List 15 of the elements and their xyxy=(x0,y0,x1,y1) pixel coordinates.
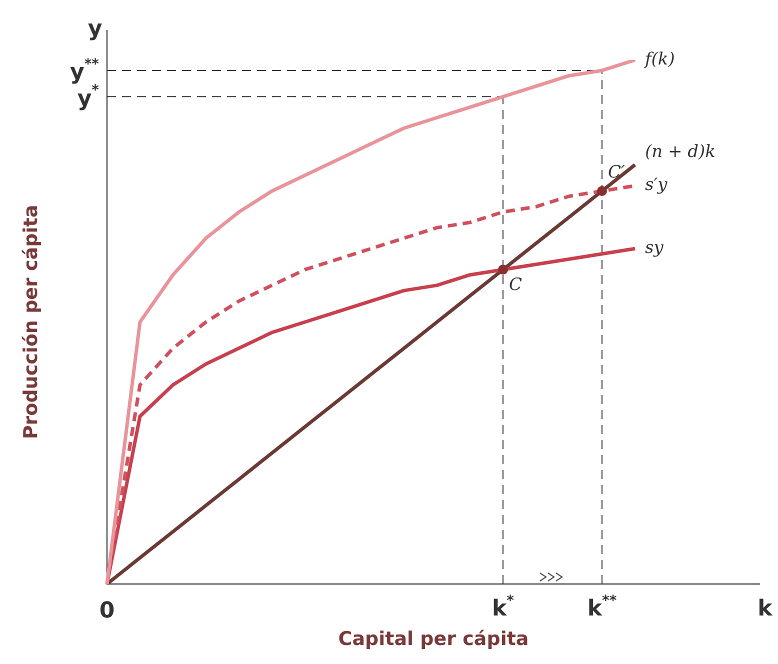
text: y xyxy=(88,16,102,42)
series-label: (n + d)k xyxy=(645,142,716,162)
annotation: C′ xyxy=(608,162,626,182)
x-axis-title: Capital per cápita xyxy=(338,628,529,650)
series-label: sy xyxy=(645,238,664,258)
ref-line-label: y** xyxy=(70,56,100,86)
series-label: f(k) xyxy=(643,49,675,70)
x-tick-label: k* xyxy=(492,592,515,622)
x-tick-label: k** xyxy=(587,592,618,622)
annotation: C xyxy=(509,275,522,296)
ref-line-label: y* xyxy=(77,82,100,112)
text: k xyxy=(758,596,774,622)
series-label: s′y xyxy=(645,175,668,196)
y-axis-title: Producción per cápita xyxy=(20,204,42,440)
text: 0 xyxy=(99,598,115,624)
